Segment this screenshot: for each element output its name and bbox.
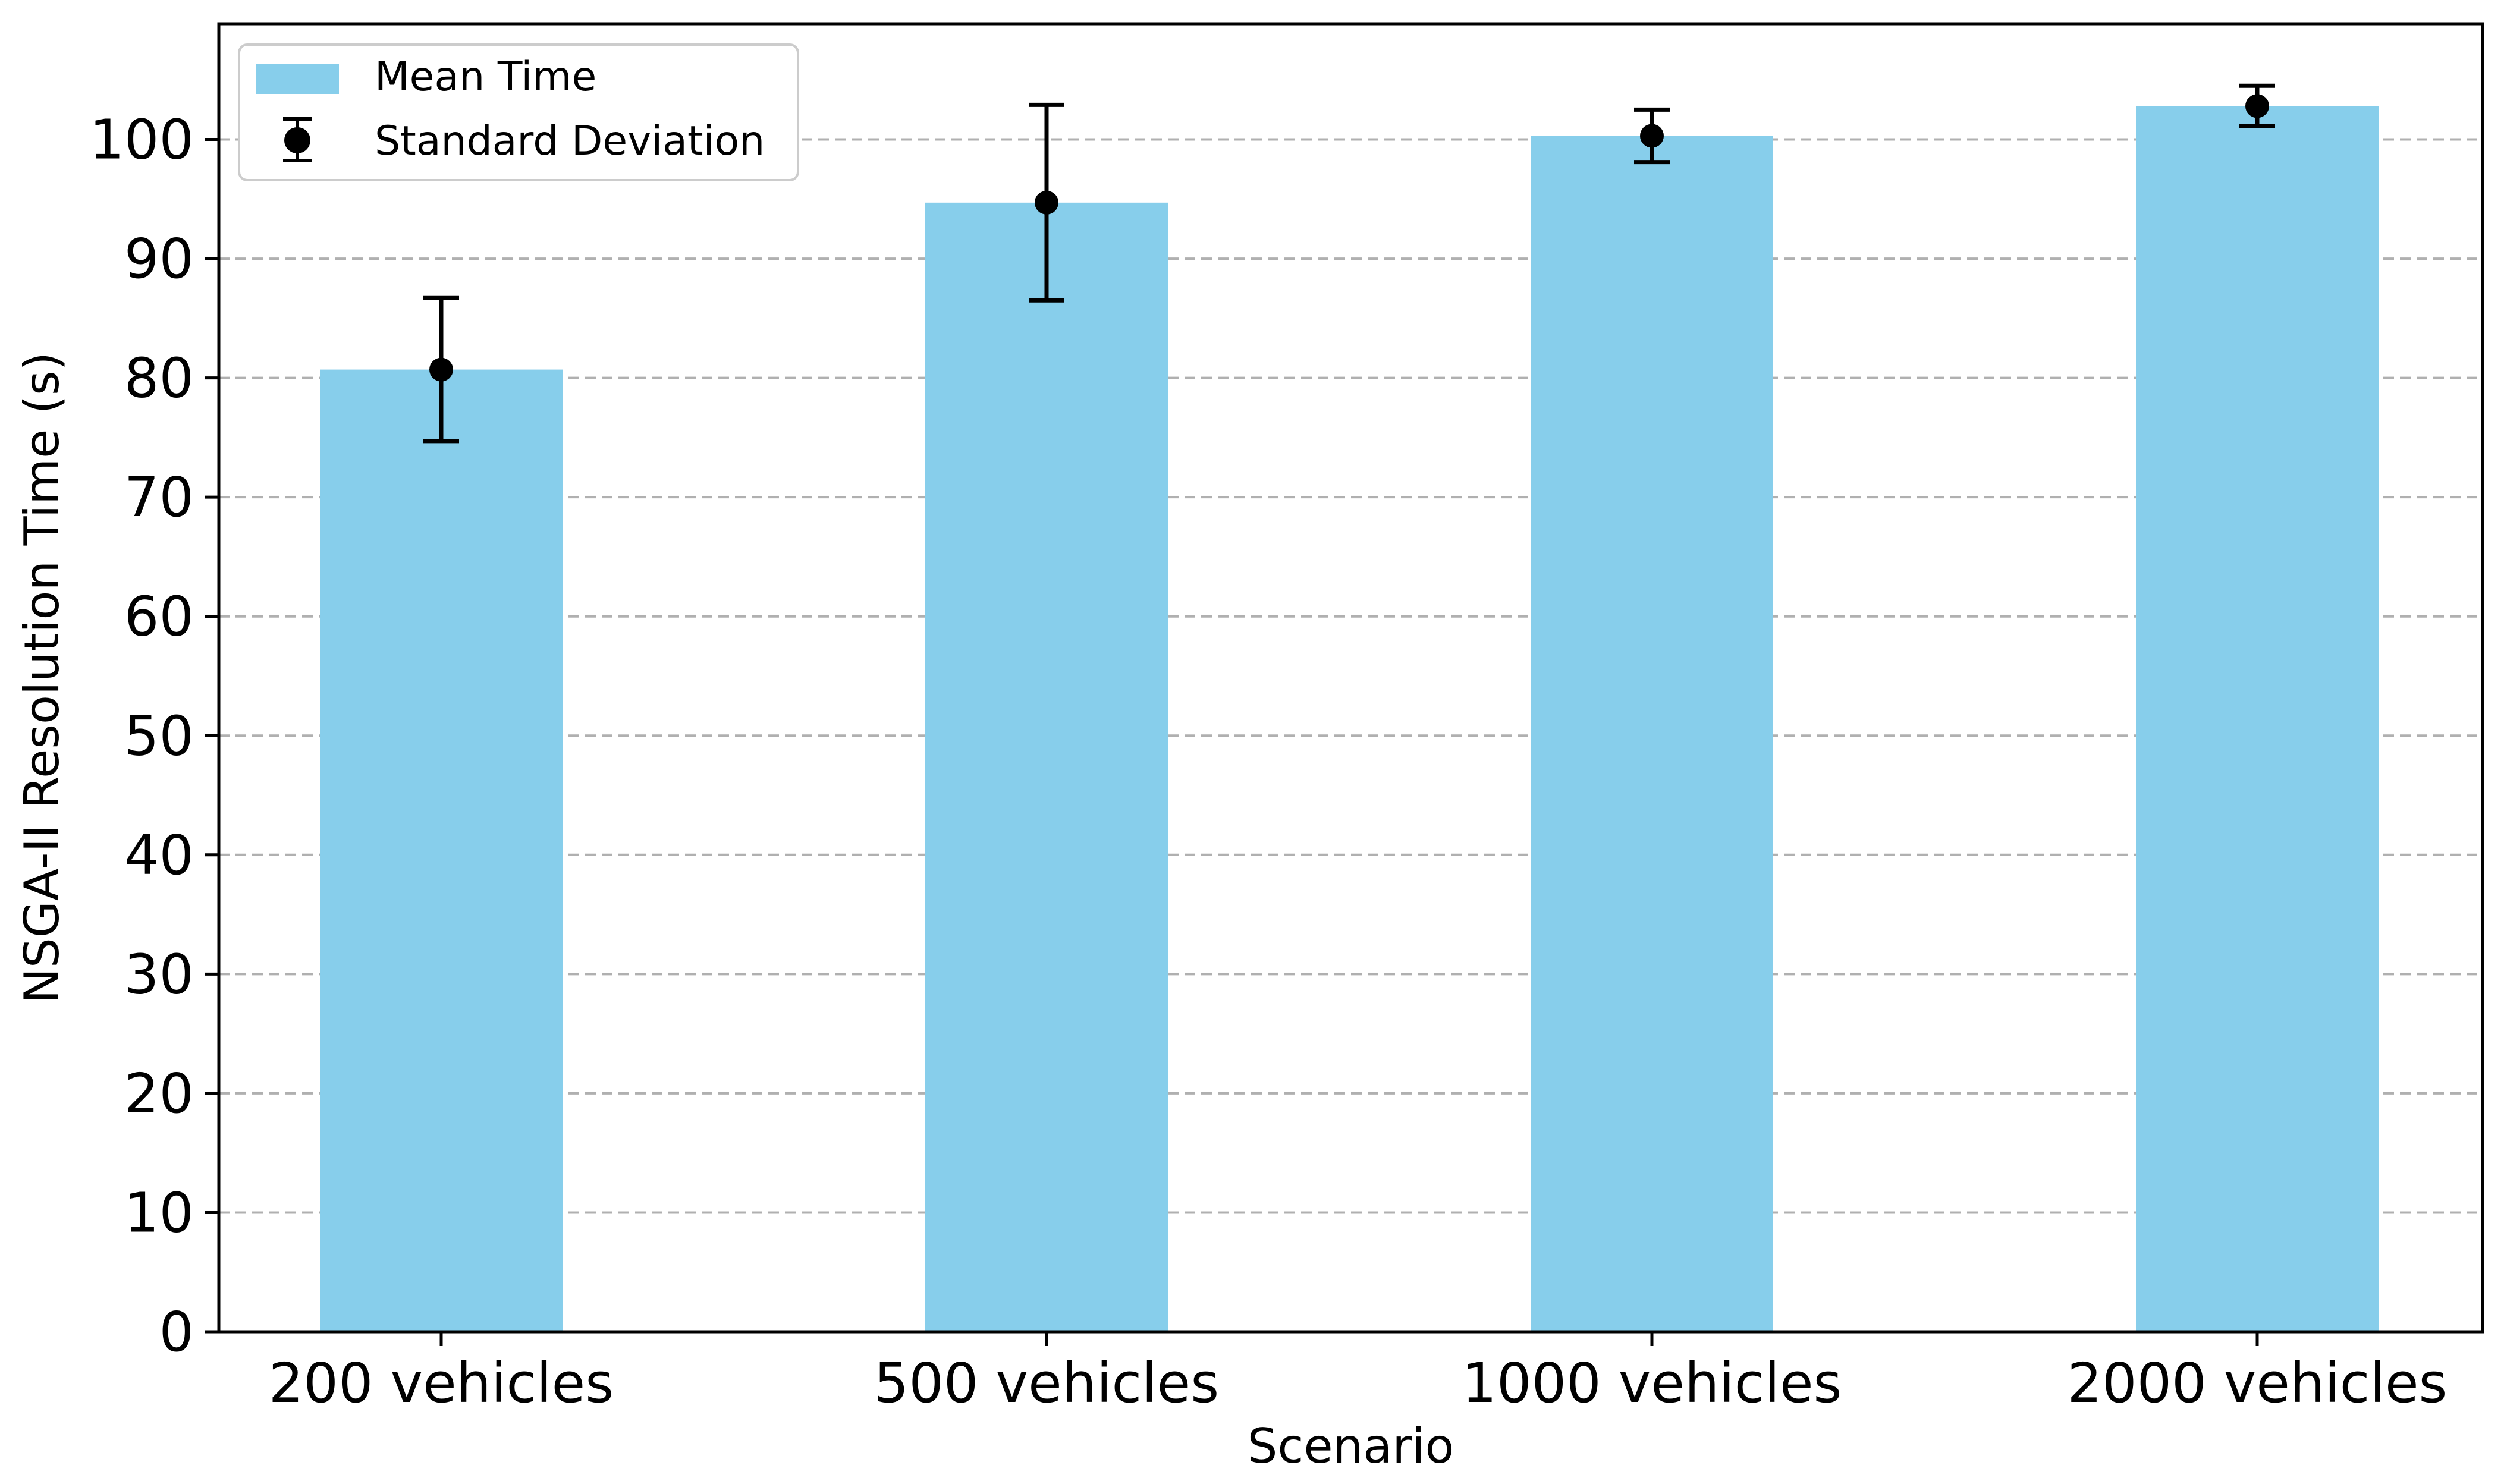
x-axis-label: Scenario [1248, 1419, 1454, 1474]
legend-swatch-standard-deviation [283, 117, 312, 162]
error-bar-2 [1029, 102, 1064, 303]
legend-label-mean-time: Mean Time [375, 54, 596, 100]
legend-swatch-mean-time [256, 64, 339, 94]
plot-frame [217, 22, 2484, 1334]
bars [320, 106, 2379, 1332]
y-tick-label-30: 30 [124, 942, 194, 1006]
y-tick-label-0: 0 [159, 1300, 194, 1364]
error-bars [423, 83, 2275, 444]
bar-4 [2136, 106, 2379, 1332]
y-tick-label-60: 60 [124, 585, 194, 649]
y-axis: 0 10 20 30 40 50 60 70 80 90 100 [89, 108, 219, 1364]
y-tick-label-20: 20 [124, 1062, 194, 1125]
y-tick-label-40: 40 [124, 823, 194, 887]
legend-label-standard-deviation: Standard Deviation [375, 118, 765, 165]
bar-1 [320, 369, 563, 1332]
x-axis: 200 vehicles 500 vehicles 1000 vehicles 200… [269, 1332, 2448, 1415]
y-tick-label-80: 80 [124, 347, 194, 410]
bar-3 [1531, 136, 1773, 1332]
bar-2 [925, 202, 1168, 1332]
x-tick-label-2: 500 vehicles [874, 1351, 1219, 1415]
error-bar-1 [423, 295, 459, 444]
legend: Mean Time Standard Deviation [238, 43, 799, 181]
error-bar-4 [2239, 83, 2275, 128]
y-tick-label-50: 50 [124, 704, 194, 768]
legend-box [238, 43, 799, 181]
grid-lines [219, 138, 2483, 1214]
y-tick-label-10: 10 [124, 1181, 194, 1244]
y-tick-label-90: 90 [124, 227, 194, 291]
x-tick-label-4: 2000 vehicles [2068, 1351, 2448, 1415]
x-tick-label-1: 200 vehicles [269, 1351, 614, 1415]
y-axis-label: NSGA-II Resolution Time (s) [14, 352, 70, 1004]
y-tick-label-70: 70 [124, 466, 194, 529]
x-tick-label-3: 1000 vehicles [1462, 1351, 1842, 1415]
error-bar-3 [1634, 107, 1670, 165]
y-tick-label-100: 100 [89, 108, 194, 172]
